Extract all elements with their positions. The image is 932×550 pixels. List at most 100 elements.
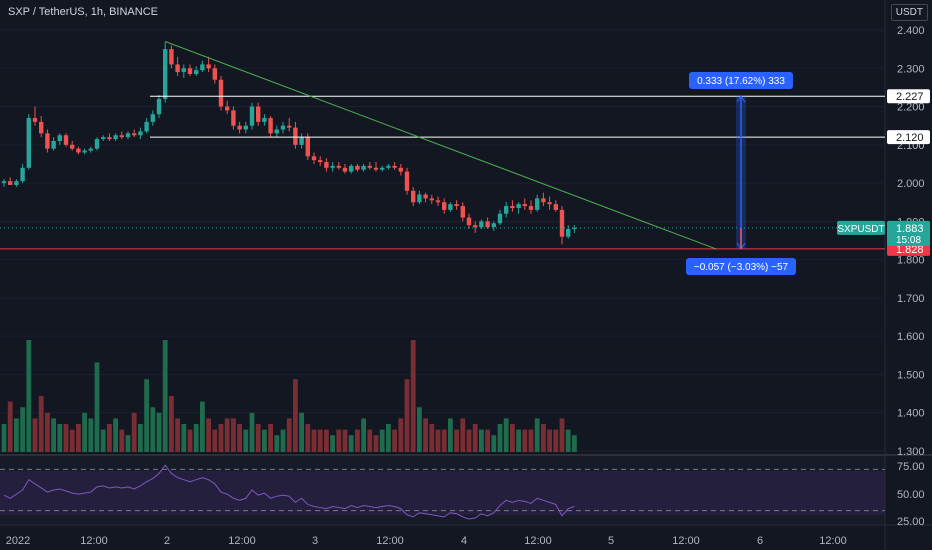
candle-body (417, 194, 422, 203)
volume-bar (448, 418, 453, 452)
time-tick-label: 12:00 (524, 535, 552, 547)
volume-bar (119, 429, 125, 452)
volume-bar (206, 418, 211, 452)
time-tick-label: 12:00 (80, 535, 108, 547)
currency-selector[interactable]: USDT (890, 4, 928, 21)
volume-bar (237, 424, 242, 452)
volume-bar (150, 407, 156, 452)
volume-bar (69, 429, 75, 452)
candle-body (187, 68, 193, 75)
volume-bar (305, 424, 311, 452)
volume-bar (286, 418, 292, 452)
candle-body (101, 137, 106, 140)
candle-body (63, 135, 69, 145)
volume-bar (559, 418, 565, 452)
level-badge (887, 89, 930, 104)
candle-body (423, 194, 428, 199)
volume-bar (162, 340, 168, 452)
candle-body (262, 118, 267, 122)
volume-bar (324, 429, 329, 452)
candle-body (76, 148, 81, 153)
candle-body (404, 171, 410, 191)
candle-body (411, 190, 416, 203)
candle-body (429, 198, 434, 201)
volume-bar (249, 412, 255, 452)
candle-body (200, 64, 205, 71)
candle-body (94, 139, 100, 149)
candle-body (169, 49, 174, 65)
volume-bar (497, 424, 503, 452)
volume-bar (274, 435, 280, 452)
candle-body (367, 165, 372, 168)
volume-bar (572, 435, 577, 452)
price-tick-label: 2.400 (897, 25, 925, 37)
time-tick-label: 12:00 (376, 535, 404, 547)
volume-bar (311, 429, 317, 452)
volume-bar (26, 340, 32, 452)
candle-body (392, 165, 397, 168)
volume-bar (94, 362, 100, 452)
volume-bar (156, 412, 162, 452)
candle-body (355, 165, 360, 170)
price-tick-label: 2.200 (897, 102, 925, 114)
volume-bar (392, 429, 397, 452)
volume-bar (386, 424, 391, 452)
volume-bar (231, 418, 236, 452)
volume-bar (479, 429, 484, 452)
volume-bar (348, 435, 354, 452)
time-tick-label: 5 (608, 535, 614, 547)
candle-body (497, 213, 503, 224)
volume-bar (355, 429, 360, 452)
candle-body (39, 121, 44, 134)
candle-body (553, 204, 558, 210)
volume-bar (1, 424, 7, 452)
volume-bar (20, 407, 25, 452)
candle-body (57, 135, 62, 141)
candle-body (349, 165, 354, 172)
volume-bar (429, 424, 435, 452)
candle-body (516, 204, 521, 208)
volume-bar (82, 412, 87, 452)
volume-bar (268, 424, 273, 452)
candle-body (448, 204, 453, 210)
volume-bar (330, 435, 335, 452)
candle-body (373, 167, 379, 170)
volume-bar (361, 418, 366, 452)
candle-body (138, 131, 143, 136)
candle-body (305, 137, 310, 157)
candle-body (26, 118, 31, 168)
candle-body (156, 98, 162, 115)
candle-body (14, 181, 19, 186)
volume-bar (138, 424, 143, 452)
candle-body (144, 121, 149, 132)
candle-body (386, 165, 391, 168)
candle-body (535, 198, 540, 210)
volume-bar (38, 396, 44, 452)
measure-arrowhead-up (736, 95, 746, 103)
candle-body (32, 118, 38, 122)
volume-bar (336, 429, 342, 452)
candle-body (361, 165, 366, 170)
price-tick-label: 1.700 (897, 293, 925, 305)
volume-bar (510, 424, 515, 452)
volume-bar (410, 340, 416, 452)
trendline (165, 41, 717, 250)
volume-bar (193, 424, 199, 452)
volume-bar (218, 424, 224, 452)
candle-body (479, 221, 484, 228)
volume-bar (212, 429, 218, 452)
chart-title: SXP / TetherUS, 1h, BINANCE (8, 6, 158, 18)
time-tick-label: 12:00 (228, 535, 256, 547)
candle-body (163, 49, 168, 99)
volume-bar (373, 435, 379, 452)
candle-body (287, 125, 292, 128)
volume-bar (367, 429, 373, 452)
price-tick-label: 1.600 (897, 331, 925, 343)
candle-body (280, 125, 286, 130)
volume-bar (293, 379, 298, 452)
volume-bar (379, 429, 385, 452)
candle-body (510, 206, 515, 208)
candle-body (88, 148, 93, 151)
price-tick-label: 1.400 (897, 408, 925, 420)
